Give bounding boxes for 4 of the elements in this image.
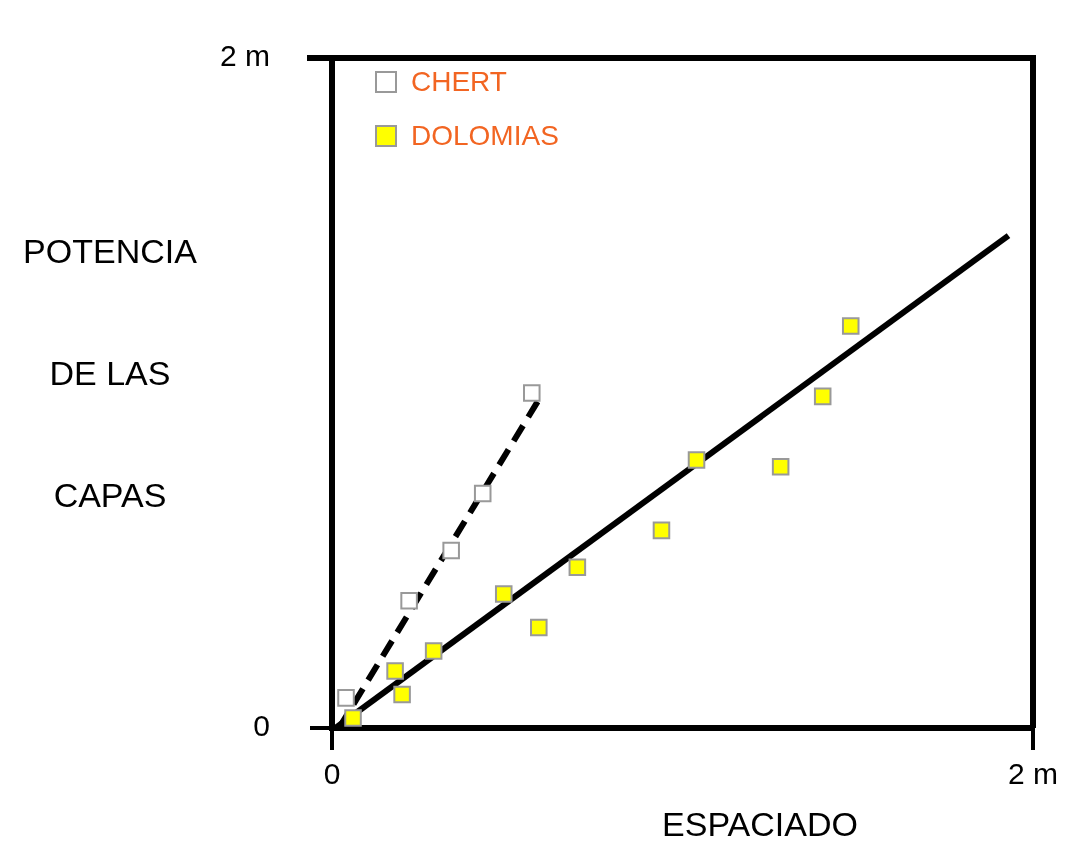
legend-label: DOLOMIAS [411, 120, 559, 152]
legend-label: CHERT [411, 66, 507, 98]
x-axis-title: ESPACIADO [661, 805, 859, 844]
text: POTENCIA DE LAS CAPAS [23, 232, 197, 514]
